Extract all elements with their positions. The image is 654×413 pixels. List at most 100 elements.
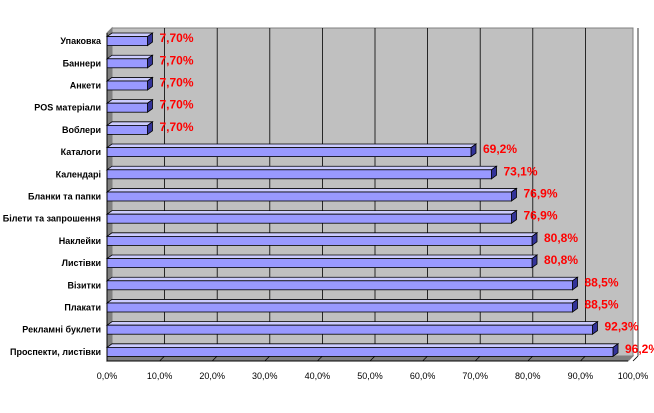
bar-face <box>106 147 472 158</box>
bar <box>105 209 518 224</box>
x-tick-label: 90,0% <box>568 371 594 381</box>
category-label: Проспекти, листівки <box>10 347 101 357</box>
data-label: 69,2% <box>483 142 517 156</box>
bar-face <box>106 58 148 69</box>
gridline-floor <box>159 355 165 362</box>
data-label: 80,8% <box>544 231 578 245</box>
bar <box>105 121 154 136</box>
bar <box>105 165 498 180</box>
data-labels: 7,70% 7,70% 7,70% 7,70% 7,70% 69,2% 73,1% 76,9%… <box>160 31 654 356</box>
category-label: Анкети <box>70 81 101 91</box>
bar <box>105 76 154 91</box>
bar-face <box>106 235 533 246</box>
bar-top <box>105 299 579 304</box>
bar-face <box>106 125 148 135</box>
category-label: Наклейки <box>59 236 101 246</box>
data-label: 7,70% <box>160 31 194 45</box>
bar-face <box>106 102 148 113</box>
x-tick-label: 60,0% <box>410 371 436 381</box>
x-tick-label: 40,0% <box>305 371 331 381</box>
x-tick-label: 70,0% <box>462 371 488 381</box>
data-label: 7,70% <box>160 76 194 90</box>
category-label: Візитки <box>68 280 101 290</box>
bar <box>105 232 539 247</box>
bar <box>105 320 599 335</box>
bar <box>105 254 539 269</box>
data-label: 76,9% <box>523 209 557 223</box>
category-label: Воблери <box>62 125 101 135</box>
bar-face <box>106 36 148 46</box>
bar-face <box>106 324 593 335</box>
bar-top <box>105 77 154 82</box>
bar-face <box>106 346 614 357</box>
bar-top <box>105 54 154 60</box>
x-tick-label: 0,0% <box>97 371 118 381</box>
gridline-floor <box>422 355 428 362</box>
axes <box>106 33 628 362</box>
bar-face <box>106 213 512 224</box>
bar <box>105 32 154 47</box>
gridline-floor <box>580 355 586 362</box>
data-label: 73,1% <box>504 164 538 178</box>
gridline-floor <box>474 355 481 362</box>
bar-top <box>105 210 518 215</box>
bar <box>105 187 518 202</box>
bar-face <box>106 80 148 91</box>
category-label: Плакати <box>64 303 101 313</box>
data-label: 88,5% <box>585 298 619 312</box>
gridline-floor <box>211 355 218 362</box>
bar-face <box>106 302 573 313</box>
gridline-floor <box>264 355 271 362</box>
category-label: Календарі <box>56 169 101 179</box>
data-label: 76,9% <box>523 187 557 201</box>
bar <box>105 343 620 358</box>
x-tick-label: 10,0% <box>147 371 173 381</box>
bar-top <box>105 165 498 171</box>
gridline-floor <box>527 355 534 362</box>
x-tick-label: 20,0% <box>199 371 225 381</box>
category-label: Рекламні буклети <box>22 325 101 335</box>
bar <box>105 298 579 313</box>
bar-top <box>105 254 539 260</box>
category-label: Баннери <box>63 58 101 68</box>
bar-top <box>105 232 539 237</box>
bar-top <box>105 321 599 326</box>
bar-top <box>105 276 579 282</box>
bar-top <box>105 121 154 126</box>
bar <box>105 143 478 158</box>
data-label: 92,3% <box>604 320 638 334</box>
x-tick-label: 30,0% <box>252 371 278 381</box>
data-label: 80,8% <box>544 253 578 267</box>
data-label: 88,5% <box>585 275 619 289</box>
data-label: 7,70% <box>160 120 194 134</box>
category-label: Білети та запрошення <box>3 214 101 224</box>
x-tick-labels: 0,0% 10,0% 20,0% 30,0% 40,0% 50,0% 60,0% 70,0% 8… <box>97 371 649 381</box>
x-tick-label: 100,0% <box>618 371 649 381</box>
bar-top <box>105 99 154 104</box>
gridline-floor <box>369 355 376 362</box>
data-label: 7,70% <box>160 98 194 112</box>
category-label: Листівки <box>62 258 101 268</box>
category-label: POS матеріали <box>34 103 101 113</box>
category-label: Каталоги <box>61 147 101 157</box>
gridline-floor <box>317 355 323 362</box>
bar-top <box>105 343 620 348</box>
bar <box>105 98 154 113</box>
bar-face <box>106 280 573 291</box>
bar-top <box>105 188 518 193</box>
gridline-floor <box>632 355 639 362</box>
category-labels: Упаковка Баннери Анкети POS матеріали Воблер… <box>3 36 102 357</box>
data-label: 96,2% <box>625 342 654 356</box>
category-label: Бланки та папки <box>28 192 101 202</box>
category-label: Упаковка <box>60 36 102 46</box>
x-tick-label: 50,0% <box>357 371 383 381</box>
bar-face <box>106 258 533 269</box>
bar <box>105 276 579 291</box>
bar-face <box>106 191 512 202</box>
bar <box>105 54 154 69</box>
data-label: 7,70% <box>160 53 194 67</box>
bar-top <box>105 32 154 37</box>
bar-top <box>105 143 478 149</box>
